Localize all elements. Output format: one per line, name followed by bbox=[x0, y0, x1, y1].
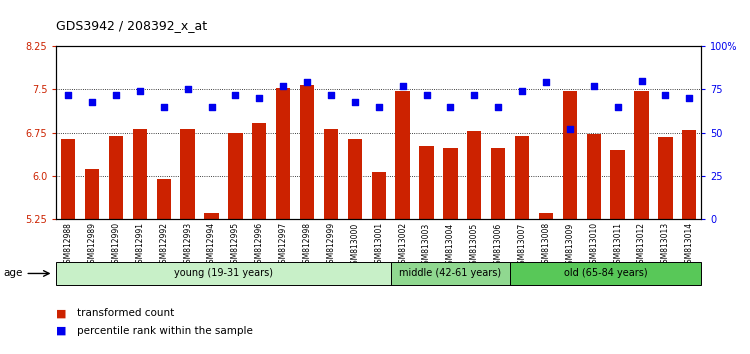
Point bbox=[301, 80, 313, 85]
Point bbox=[564, 126, 576, 132]
Bar bbox=[586, 135, 601, 219]
Text: GDS3942 / 208392_x_at: GDS3942 / 208392_x_at bbox=[56, 19, 207, 32]
Text: ■: ■ bbox=[56, 326, 67, 336]
Bar bbox=[658, 137, 673, 219]
Point bbox=[635, 78, 647, 84]
Bar bbox=[515, 136, 529, 219]
Bar bbox=[395, 91, 410, 219]
Point bbox=[86, 99, 98, 104]
Bar bbox=[467, 131, 482, 219]
Bar bbox=[371, 172, 386, 219]
Bar bbox=[538, 212, 554, 219]
Bar bbox=[109, 136, 123, 219]
Bar bbox=[348, 138, 362, 219]
Point bbox=[110, 92, 122, 97]
Point bbox=[516, 88, 528, 94]
Point bbox=[612, 104, 624, 109]
Bar bbox=[56, 262, 391, 285]
Bar bbox=[252, 123, 266, 219]
Bar bbox=[133, 129, 147, 219]
Bar bbox=[228, 133, 242, 219]
Bar bbox=[204, 212, 219, 219]
Point bbox=[230, 92, 242, 97]
Text: percentile rank within the sample: percentile rank within the sample bbox=[77, 326, 253, 336]
Point bbox=[683, 95, 695, 101]
Point bbox=[588, 83, 600, 89]
Text: transformed count: transformed count bbox=[77, 308, 175, 318]
Point bbox=[62, 92, 74, 97]
Point bbox=[349, 99, 361, 104]
Text: middle (42-61 years): middle (42-61 years) bbox=[399, 268, 502, 279]
Bar bbox=[181, 129, 195, 219]
Point bbox=[182, 86, 194, 92]
Point bbox=[659, 92, 671, 97]
Bar bbox=[491, 148, 506, 219]
Bar bbox=[85, 169, 99, 219]
Bar bbox=[510, 262, 701, 285]
Bar bbox=[419, 146, 434, 219]
Bar bbox=[443, 148, 458, 219]
Point bbox=[397, 83, 409, 89]
Text: young (19-31 years): young (19-31 years) bbox=[174, 268, 273, 279]
Point bbox=[206, 104, 218, 109]
Point bbox=[134, 88, 146, 94]
Point bbox=[325, 92, 337, 97]
Bar bbox=[157, 179, 171, 219]
Point bbox=[492, 104, 504, 109]
Point bbox=[445, 104, 457, 109]
Text: ■: ■ bbox=[56, 308, 67, 318]
Point bbox=[468, 92, 480, 97]
Bar bbox=[610, 150, 625, 219]
Point bbox=[421, 92, 433, 97]
Bar bbox=[391, 262, 510, 285]
Bar bbox=[300, 85, 314, 219]
Text: old (65-84 years): old (65-84 years) bbox=[564, 268, 647, 279]
Bar bbox=[682, 130, 697, 219]
Bar bbox=[61, 138, 75, 219]
Text: age: age bbox=[4, 268, 23, 279]
Point bbox=[278, 83, 290, 89]
Point bbox=[540, 80, 552, 85]
Point bbox=[373, 104, 385, 109]
Bar bbox=[562, 91, 577, 219]
Point bbox=[254, 95, 266, 101]
Bar bbox=[634, 91, 649, 219]
Point bbox=[158, 104, 170, 109]
Bar bbox=[324, 129, 338, 219]
Bar bbox=[276, 88, 290, 219]
